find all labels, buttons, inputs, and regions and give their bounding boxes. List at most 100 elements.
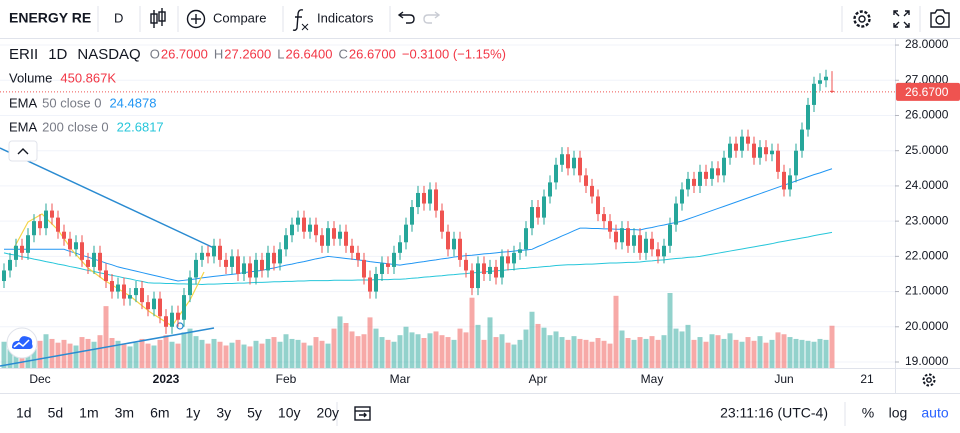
x-tick-label: 2023	[153, 372, 180, 386]
candle-body	[140, 288, 144, 303]
volume-bar	[307, 345, 313, 368]
volume-bar	[397, 335, 403, 368]
candle-body	[14, 245, 18, 260]
range-button[interactable]: 3y	[216, 405, 231, 421]
clock: 23:11:16 (UTC-4)	[720, 405, 828, 421]
range-button[interactable]: 5d	[48, 405, 64, 421]
volume-bar	[79, 337, 85, 368]
candle-body	[182, 295, 186, 320]
candle-body	[578, 157, 582, 176]
fullscreen-button[interactable]	[893, 10, 910, 28]
candle-body	[416, 192, 420, 208]
candle-body	[614, 231, 618, 243]
candle-body	[338, 231, 342, 239]
legend-ohlc-value: 27.2600	[224, 46, 271, 61]
legend-indicator-params: 50 close 0	[42, 95, 101, 110]
candle-body	[494, 266, 498, 278]
volume-bar	[421, 338, 427, 368]
candle-body	[656, 249, 660, 257]
candle-body	[512, 252, 516, 264]
range-button[interactable]: 1d	[16, 405, 32, 421]
legend-indicator-name: EMA	[9, 95, 38, 110]
candle-body	[644, 238, 648, 253]
candle-body	[104, 270, 108, 282]
percent-button[interactable]: %	[862, 405, 874, 421]
candle-body	[374, 273, 378, 292]
candle-body	[278, 249, 282, 264]
icon	[935, 15, 945, 25]
legend-ohlc-value: 26.7000	[161, 46, 208, 61]
legend-ohlc-value: 26.6700	[349, 46, 396, 61]
auto-button[interactable]: auto	[921, 405, 948, 421]
candle-body	[236, 256, 240, 274]
axis-settings-button[interactable]	[922, 373, 936, 387]
candles	[2, 69, 834, 334]
icon	[858, 15, 866, 23]
legend-volume-name: Volume	[9, 70, 52, 85]
candle-body	[446, 231, 450, 250]
volume-bar	[781, 334, 787, 368]
range-button[interactable]: 6m	[150, 405, 169, 421]
volume-bar	[457, 328, 463, 368]
volume-bar	[163, 335, 169, 368]
candle-body	[812, 83, 816, 105]
volume-bar	[763, 342, 769, 368]
candle-body	[830, 90, 834, 92]
candle-body	[776, 150, 780, 172]
candle-body	[380, 263, 384, 274]
logo[interactable]	[6, 327, 38, 359]
legend-symbol: ERII	[9, 46, 38, 63]
compare-label: Compare	[213, 10, 266, 25]
x-tick-label: Feb	[276, 372, 297, 386]
y-tick-label: 22.0000	[905, 249, 949, 263]
snapshot-button[interactable]	[930, 9, 950, 28]
icon	[17, 148, 29, 155]
volume-bar	[199, 339, 205, 368]
y-tick-label: 20.0000	[905, 319, 949, 333]
range-button[interactable]: 5y	[247, 405, 262, 421]
redo-button[interactable]	[423, 11, 441, 24]
range-button[interactable]: 20y	[316, 405, 339, 421]
range-button[interactable]: 10y	[278, 405, 301, 421]
candle-body	[740, 136, 744, 151]
symbol-button[interactable]: ENERGY RE	[9, 10, 91, 26]
y-tick-label: 25.0000	[905, 143, 949, 157]
chart-style-button[interactable]	[150, 8, 166, 28]
volume-bar	[817, 338, 823, 368]
icon	[853, 10, 871, 28]
volume-bar	[445, 337, 451, 368]
candle-body	[302, 217, 306, 232]
candle-body	[392, 252, 396, 267]
legend-ohlc-value: 26.6400	[285, 46, 332, 61]
icon	[150, 13, 158, 24]
volume-bar	[607, 343, 613, 368]
interval-button[interactable]: D	[114, 10, 123, 25]
candle-body	[164, 316, 168, 327]
x-tick-label: 21	[860, 372, 874, 386]
volume-bar	[253, 340, 259, 368]
volume-bar	[121, 344, 127, 368]
undo-button[interactable]	[397, 11, 415, 24]
legend-collapse-button[interactable]	[8, 140, 38, 162]
range-button[interactable]: 3m	[115, 405, 134, 421]
candle-body	[434, 189, 438, 211]
legend-ohlc-label: C	[338, 46, 347, 61]
candle-body	[572, 157, 576, 169]
candle-body	[290, 224, 294, 236]
volume-bar	[175, 343, 181, 368]
indicators-button[interactable]: Indicators	[292, 9, 374, 31]
volume-bar	[541, 327, 547, 368]
settings-button[interactable]	[853, 10, 871, 28]
compare-button[interactable]: Compare	[186, 9, 267, 29]
candle-body	[128, 295, 132, 299]
volume-bar	[691, 339, 697, 368]
icon	[926, 377, 932, 383]
volume-bar	[343, 323, 349, 368]
range-button[interactable]: 1m	[79, 405, 98, 421]
date-range-button[interactable]	[354, 406, 371, 421]
volume-bar	[151, 345, 157, 368]
log-button[interactable]: log	[889, 405, 908, 421]
range-button[interactable]: 1y	[186, 405, 201, 421]
volume-bar	[745, 337, 751, 368]
candle-body	[590, 185, 594, 197]
